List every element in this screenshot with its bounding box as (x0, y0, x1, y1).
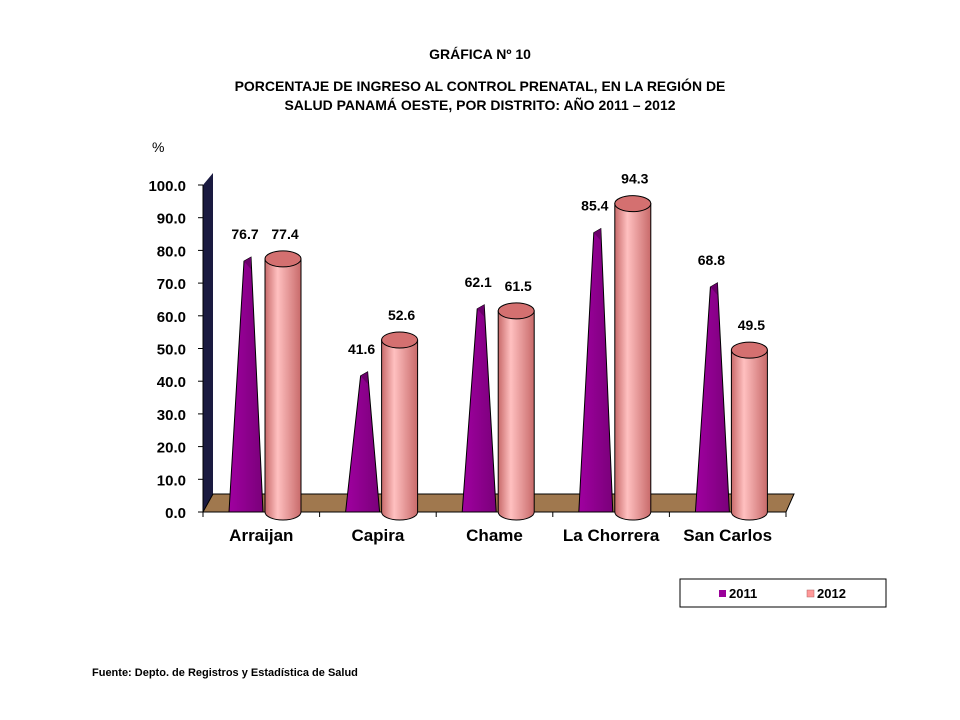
bar-2011-top (593, 228, 601, 241)
x-category-label: Arraijan (229, 526, 293, 545)
bar-2012 (614, 203, 652, 521)
legend-swatch-2012 (806, 589, 815, 598)
bar-2012 (264, 258, 302, 521)
bar-2012 (730, 349, 768, 521)
y-axis-unit-label: % (152, 139, 164, 155)
bar-2012 (381, 339, 419, 521)
x-category-label: Capira (351, 526, 404, 545)
legend-label-2012: 2012 (817, 586, 846, 601)
y-tick-label: 90.0 (157, 211, 186, 228)
bar-2011-top (477, 304, 485, 317)
bar-2011-top (710, 283, 718, 296)
chart-bars (228, 195, 768, 521)
y-tick-label: 0.0 (165, 505, 186, 522)
x-category-label: La Chorrera (563, 526, 660, 545)
y-tick-label: 70.0 (157, 276, 186, 293)
legend: 2011 2012 (679, 578, 887, 608)
bar-2011 (461, 304, 497, 513)
chart-back-wall (203, 173, 213, 512)
data-label-2011: 68.8 (698, 252, 725, 268)
data-label-2012: 61.5 (505, 278, 532, 294)
chart-label: GRÁFICA Nº 10 (429, 46, 531, 62)
data-label-2012: 77.4 (271, 226, 298, 242)
source-note: Fuente: Depto. de Registros y Estadístic… (92, 667, 358, 679)
bar-2012-top (264, 250, 302, 268)
x-category-label: Chame (466, 526, 523, 545)
y-tick-label: 40.0 (157, 374, 186, 391)
chart-title-line2: SALUD PANAMÁ OESTE, POR DISTRITO: AÑO 20… (284, 97, 676, 113)
bar-2012-top (381, 331, 419, 349)
data-label-2011: 76.7 (231, 226, 258, 242)
data-label-2012: 52.6 (388, 307, 415, 323)
bar-2012 (497, 310, 535, 521)
data-label-2012: 49.5 (738, 317, 765, 333)
y-tick-label: 30.0 (157, 407, 186, 424)
chart-title: PORCENTAJE DE INGRESO AL CONTROL PRENATA… (0, 77, 960, 115)
legend-swatch-2011 (719, 590, 726, 597)
x-category-label: San Carlos (683, 526, 772, 545)
y-tick-label: 60.0 (157, 309, 186, 326)
y-tick-label: 100.0 (148, 178, 186, 195)
data-labels: 76.7 77.4 41.6 52.6 62.1 61.5 85.4 94.3 68.8 49.5 (231, 171, 765, 357)
bar-2012-top (730, 341, 768, 359)
data-label-2011: 85.4 (581, 198, 608, 214)
bar-2011 (694, 282, 730, 513)
x-axis-categories: Arraijan Capira Chame La Chorrera San Carlos (202, 512, 787, 545)
y-tick-label: 50.0 (157, 342, 186, 359)
y-tick-label: 20.0 (157, 440, 186, 457)
bar-2012-top (614, 195, 652, 213)
bar-2011-top (244, 257, 251, 270)
bar-2011 (228, 256, 264, 513)
y-tick-label: 80.0 (157, 243, 186, 260)
data-label-2011: 62.1 (465, 274, 492, 290)
bar-2011-top (360, 371, 368, 384)
chart-title-line1: PORCENTAJE DE INGRESO AL CONTROL PRENATA… (234, 78, 726, 94)
bar-2012-top (497, 302, 535, 320)
y-tick-label: 10.0 (157, 472, 186, 489)
data-label-2012: 94.3 (621, 171, 648, 187)
bar-2011 (345, 371, 381, 513)
legend-label-2011: 2011 (729, 586, 757, 601)
bar-2011 (578, 227, 614, 513)
data-label-2011: 41.6 (348, 341, 375, 357)
y-axis-ticks: 0.0 10.0 20.0 30.0 40.0 50.0 60.0 70.0 80.0 90.0 1… (148, 178, 203, 522)
